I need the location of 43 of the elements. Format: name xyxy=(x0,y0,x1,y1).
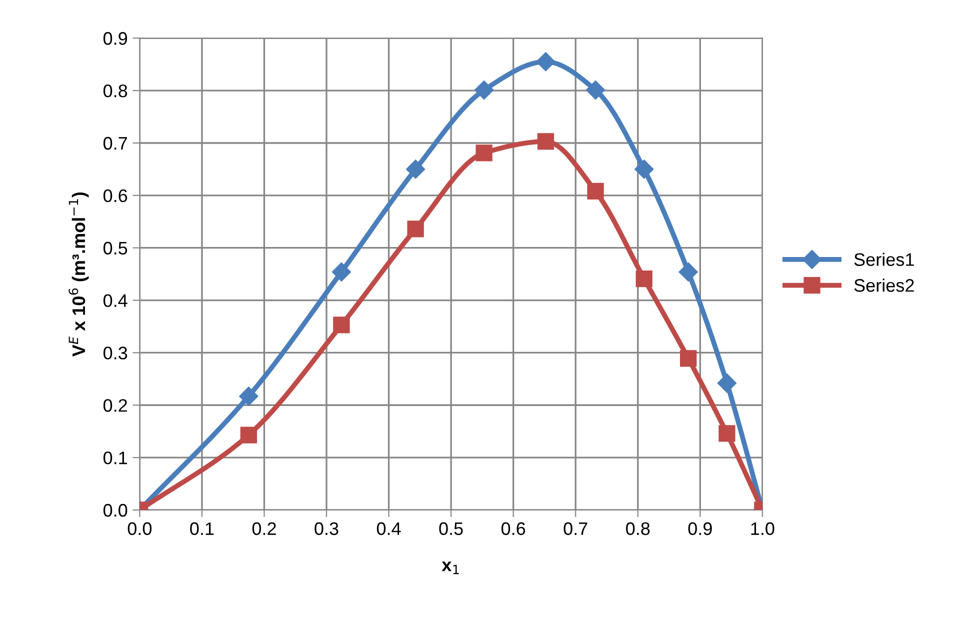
y-tick-label: 0.4 xyxy=(103,294,128,307)
x-tick-label: 0.6 xyxy=(501,522,526,536)
y-tick-label: 0.3 xyxy=(103,346,128,360)
x-tick-label: 0.0 xyxy=(128,522,152,536)
point xyxy=(680,350,697,367)
point xyxy=(717,374,736,393)
x-axis-title: x$_{1}$ xyxy=(442,562,459,574)
point xyxy=(586,80,606,100)
point xyxy=(587,182,604,200)
x-tick-label: 0.1 xyxy=(190,522,214,536)
point xyxy=(537,133,554,150)
y-tick-label: 0.7 xyxy=(103,136,127,150)
point xyxy=(634,160,654,179)
x-tick-label: 1.0 xyxy=(751,522,774,536)
point xyxy=(636,270,652,288)
legend-label: Series2 xyxy=(854,278,914,292)
point xyxy=(476,144,492,162)
legend-label: Series1 xyxy=(854,252,914,266)
point xyxy=(536,52,556,72)
x-tick-label: 0.7 xyxy=(564,522,588,536)
x-tick-label: 0.8 xyxy=(626,522,650,536)
y-tick-label: 0.5 xyxy=(103,242,128,255)
point xyxy=(474,80,494,100)
x-tick-label: 0.2 xyxy=(252,522,276,536)
y-tick-label: 0.2 xyxy=(103,399,127,412)
y-tick-label: 0.1 xyxy=(103,452,127,464)
point xyxy=(239,386,258,406)
y-tick-label: 0.6 xyxy=(103,189,128,202)
x-tick-label: 0.9 xyxy=(688,522,712,536)
point xyxy=(678,262,698,282)
x-tick-label: 0.4 xyxy=(376,522,401,536)
y-tick-label: 0.9 xyxy=(103,32,128,45)
x-tick-label: 0.3 xyxy=(314,522,338,536)
point xyxy=(406,160,426,179)
point xyxy=(718,425,736,442)
y-tick-label: 0.8 xyxy=(103,84,128,98)
point xyxy=(333,316,350,334)
x-tick-label: 0.5 xyxy=(439,522,463,536)
y-axis-title: V$^{E}$ x 10$^{6}$ (m³.mol$^{−1}$) xyxy=(68,192,89,357)
y-tick-label: 0.0 xyxy=(103,504,128,517)
point xyxy=(240,426,257,444)
point xyxy=(332,262,351,282)
point xyxy=(407,220,424,238)
